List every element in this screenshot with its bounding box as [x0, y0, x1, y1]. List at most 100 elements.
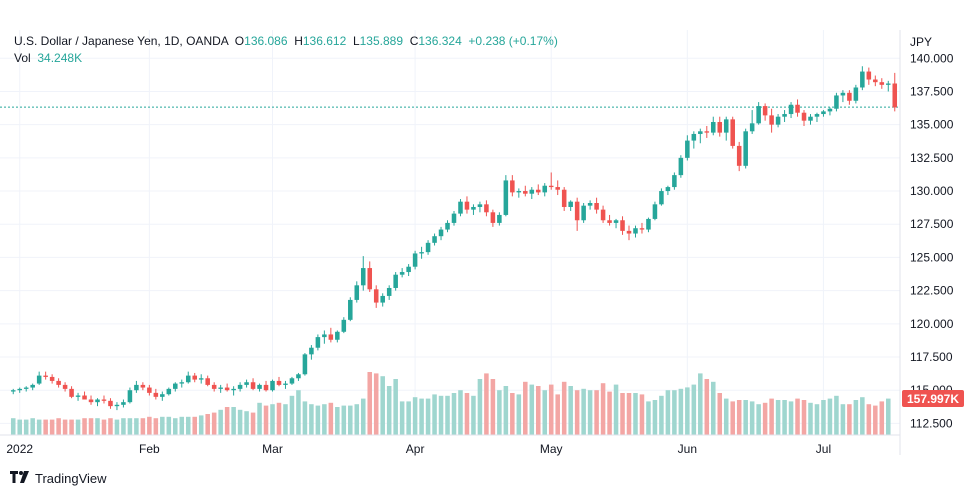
candle-body	[160, 394, 165, 397]
candle-body	[685, 140, 690, 158]
candle-body	[730, 119, 735, 146]
volume-bar	[782, 400, 787, 435]
volume-bar	[639, 394, 645, 435]
volume-bar	[121, 418, 126, 435]
time-tick-label: Mar	[262, 442, 283, 456]
time-tick-label: Apr	[406, 442, 425, 456]
volume-bar	[561, 381, 567, 435]
currency-label: JPY	[910, 35, 932, 49]
volume-bar	[341, 405, 347, 435]
volume-bar	[367, 372, 373, 435]
candle-body	[263, 384, 269, 391]
candle-body	[600, 209, 606, 221]
candle-body	[568, 201, 573, 207]
volume-bar	[101, 419, 107, 435]
price-tick-label: 135.000	[910, 118, 954, 132]
candle-body	[827, 108, 833, 112]
volume-bar	[840, 404, 846, 435]
volume-bar	[516, 394, 522, 435]
volume-bars	[10, 372, 891, 435]
candle-body	[17, 388, 22, 391]
volume-bar	[717, 393, 723, 435]
symbol-description: U.S. Dollar / Japanese Yen, 1D, OANDA	[14, 34, 229, 48]
volume-bar	[302, 401, 308, 435]
time-axis[interactable]: 2022 Feb Mar Apr May Jun Jul	[6, 442, 831, 456]
candle-body	[497, 214, 502, 223]
price-tick-label: 127.500	[910, 217, 954, 231]
volume-bar	[659, 395, 664, 435]
candle-body	[56, 380, 61, 385]
volume-bar	[698, 373, 703, 435]
tradingview-logo[interactable]: TradingView	[10, 471, 107, 486]
low-label: L	[352, 34, 360, 48]
volume-bar	[296, 390, 301, 435]
candle-body	[523, 191, 528, 194]
candle-body	[866, 71, 872, 80]
candle-body	[626, 230, 632, 234]
volume-bar	[185, 416, 191, 435]
candle-body	[555, 187, 560, 190]
volume-bar	[62, 419, 68, 435]
volume-bar	[127, 418, 133, 435]
candle-body	[743, 131, 748, 166]
candle-body	[173, 383, 178, 389]
candle-body	[380, 295, 385, 303]
volume-bar	[179, 416, 185, 435]
volume-bar	[114, 419, 120, 435]
candle-body	[43, 375, 48, 377]
candle-body	[561, 189, 567, 207]
candle-body	[633, 228, 638, 234]
candle-body	[698, 131, 703, 134]
volume-bar	[620, 393, 625, 435]
candle-body	[147, 387, 152, 393]
candle-body	[69, 388, 74, 397]
volume-bar	[451, 393, 457, 435]
volume-bar	[134, 418, 139, 435]
volume-bar	[879, 401, 885, 435]
candle-body	[309, 347, 314, 355]
price-tick-label: 117.500	[910, 350, 953, 364]
chart-legend: U.S. Dollar / Japanese Yen, 1D, OANDA O1…	[14, 33, 558, 67]
candle-body	[114, 404, 120, 407]
volume-bar	[633, 393, 638, 435]
high-value: 136.612	[302, 34, 347, 48]
volume-bar	[399, 401, 405, 435]
volume-bar	[205, 414, 210, 435]
volume-bar	[730, 401, 735, 435]
volume-bar	[224, 407, 230, 435]
volume-bar	[69, 419, 74, 435]
volume-bar	[464, 393, 470, 435]
volume-bar	[704, 379, 710, 435]
volume-badge: 157.997K	[902, 390, 964, 407]
volume-bar	[873, 405, 878, 435]
candle-body	[276, 380, 282, 385]
volume-bar	[49, 419, 55, 435]
volume-bar	[607, 391, 612, 435]
candle-body	[244, 382, 249, 385]
volume-bar	[749, 401, 755, 435]
open-value: 136.086	[244, 34, 288, 48]
volume-bar	[801, 400, 807, 435]
candle-body	[840, 92, 846, 96]
volume-bar	[30, 418, 35, 435]
volume-bar	[600, 383, 606, 435]
candle-body	[205, 378, 210, 385]
volume-bar	[847, 404, 852, 435]
volume-bar	[762, 402, 768, 435]
volume-value: 34.248K	[37, 51, 83, 65]
candle-body	[445, 222, 450, 230]
volume-bar	[445, 395, 450, 435]
price-axis[interactable]: 140.000 137.500 135.000 132.500 130.000 127.5…	[910, 51, 954, 430]
volume-bar	[743, 400, 748, 435]
candle-body	[62, 384, 68, 389]
volume-bar	[160, 416, 165, 435]
volume-bar	[853, 400, 859, 435]
candle-body	[756, 106, 761, 124]
volume-bar	[250, 412, 256, 435]
volume-bar	[529, 384, 535, 435]
volume-bar	[814, 404, 820, 435]
price-tick-label: 130.000	[910, 184, 954, 198]
candle-body	[166, 388, 172, 395]
volume-bar	[425, 398, 431, 435]
